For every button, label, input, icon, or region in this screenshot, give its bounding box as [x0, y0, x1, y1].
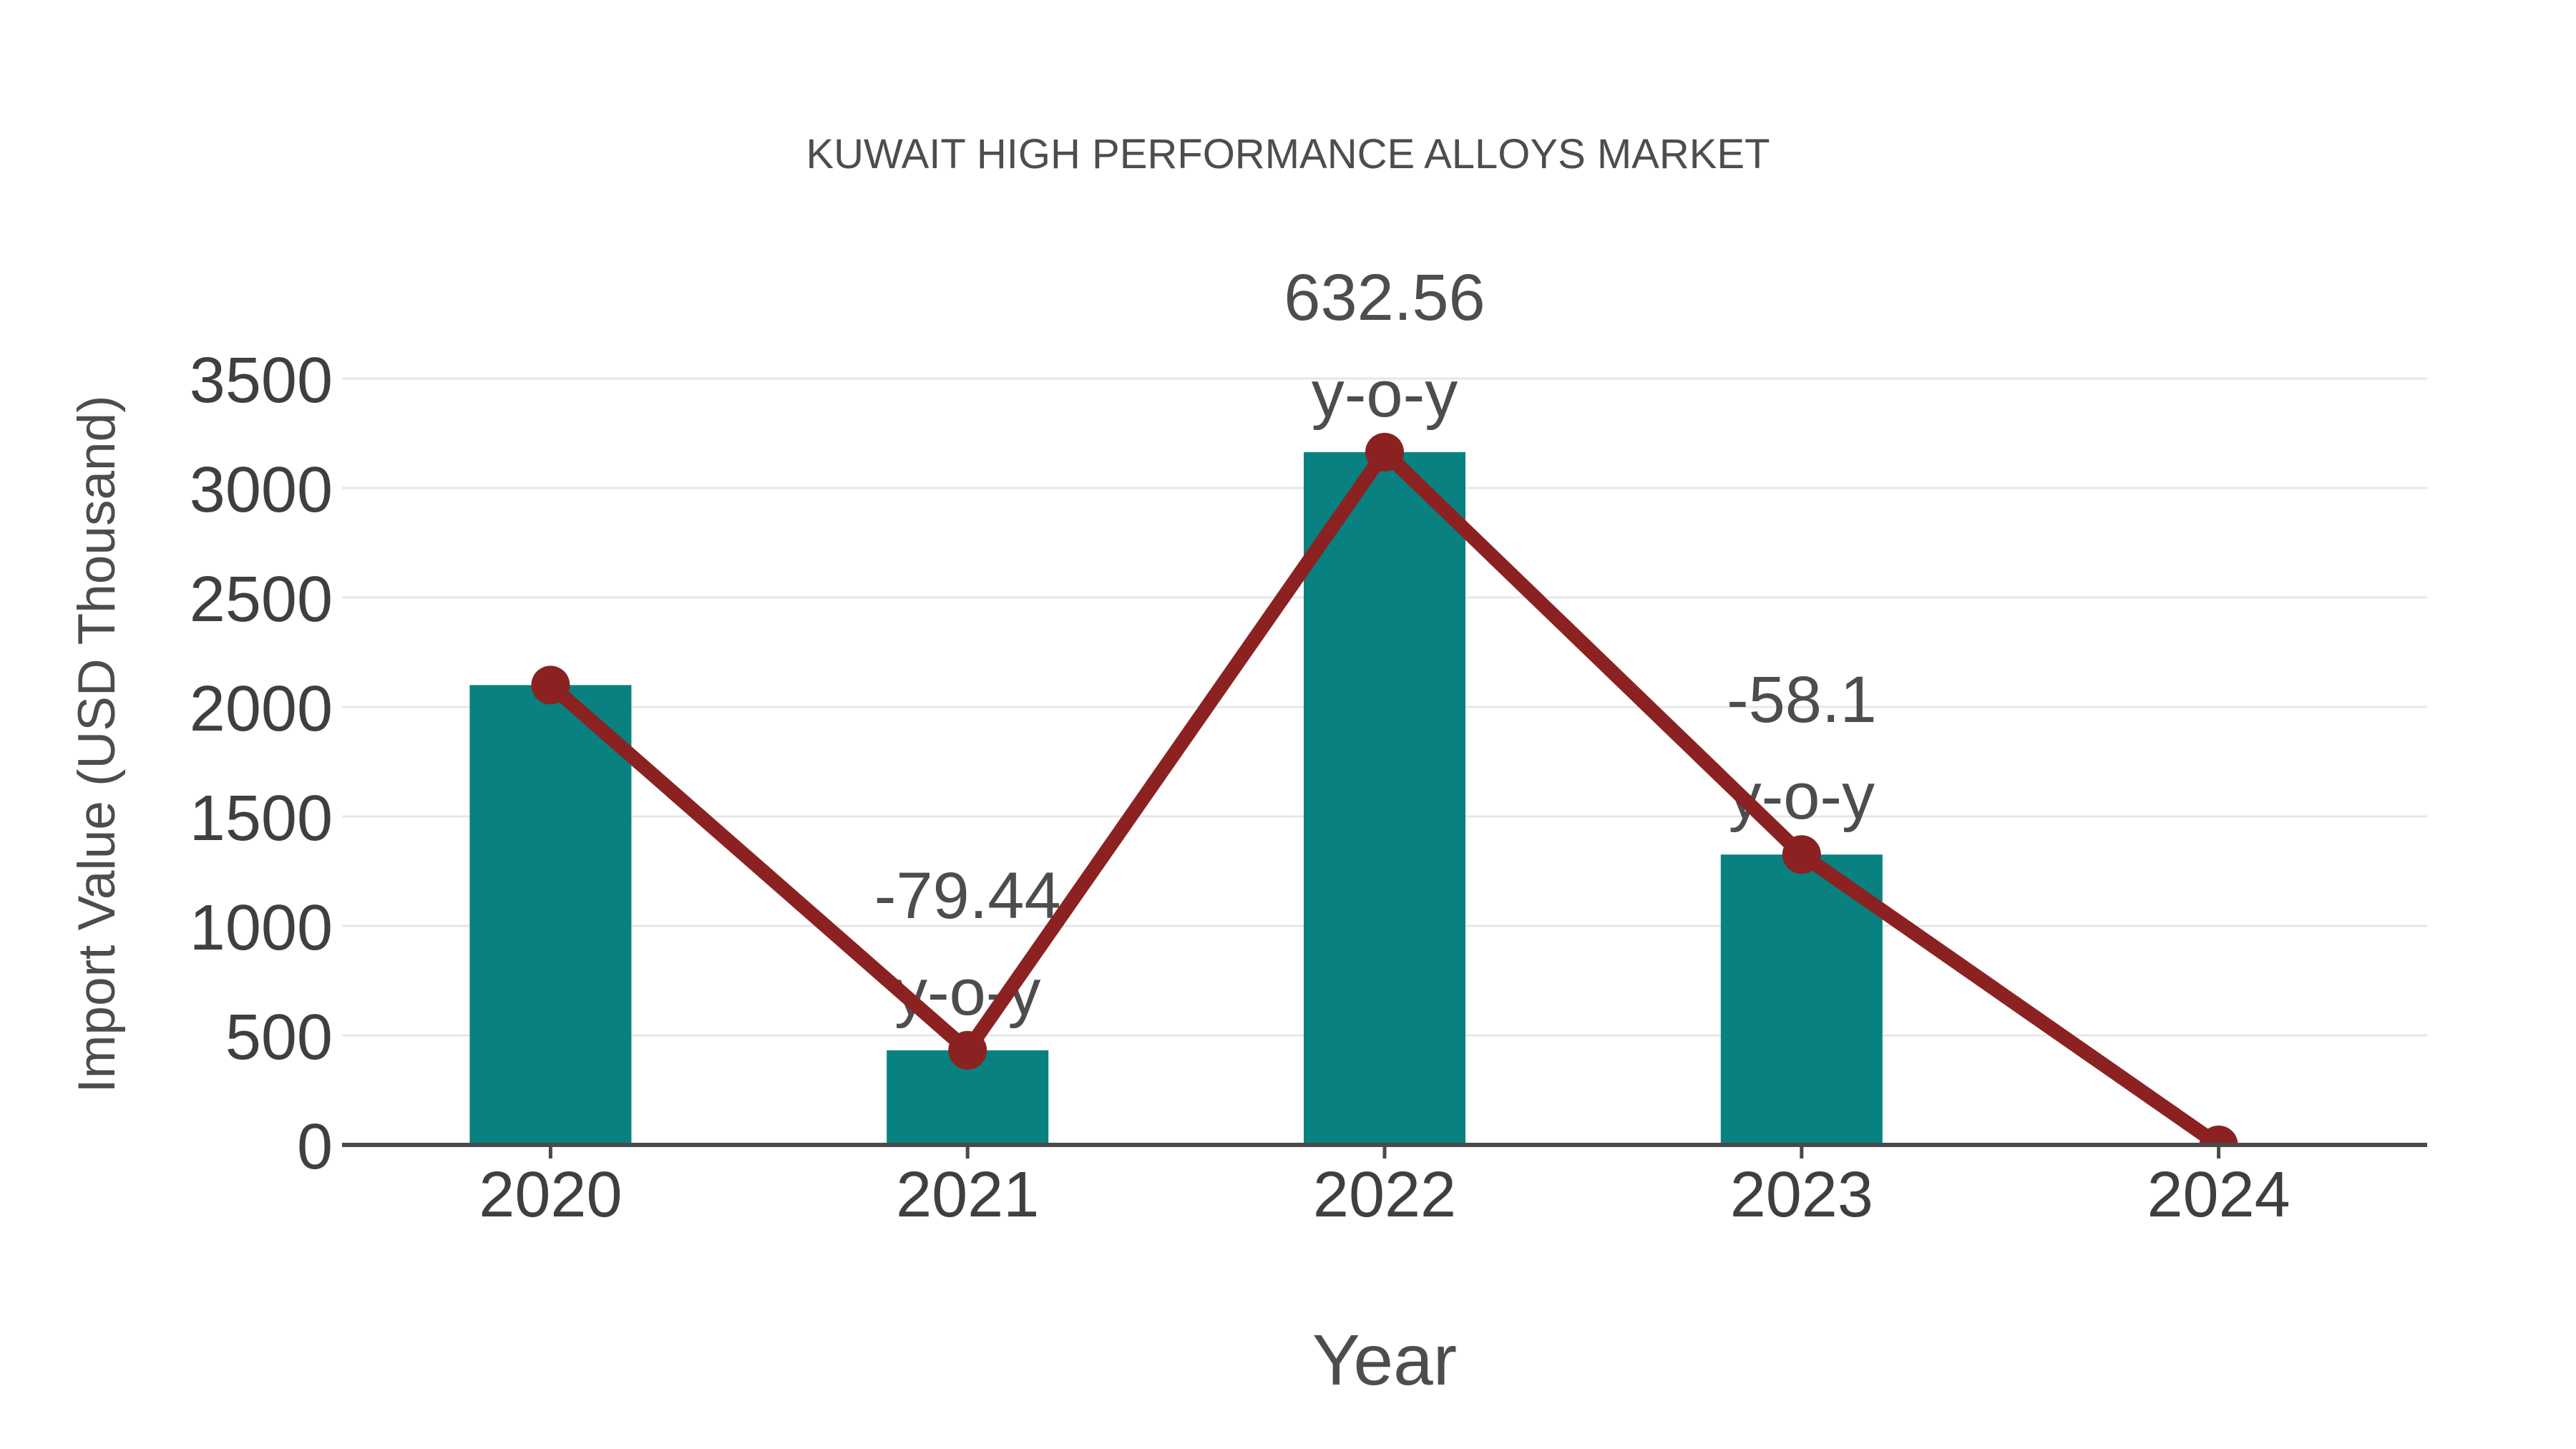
bar-2020 [469, 685, 632, 1145]
y-tick-label-3000: 3000 [190, 454, 333, 526]
x-tick-label-2021: 2021 [896, 1159, 1039, 1231]
y-tick-label-1000: 1000 [190, 892, 333, 964]
trend-point-2023 [1782, 835, 1821, 874]
x-tick-label-2023: 2023 [1730, 1159, 1873, 1231]
y-axis-title: Import Value (USD Thousand) [68, 395, 126, 1093]
x-axis-title: Year [1312, 1320, 1457, 1400]
trend-point-2021 [948, 1030, 987, 1070]
y-tick-label-2500: 2500 [190, 564, 333, 635]
y-axis-tick-labels: 0 500 1000 1500 2000 2500 3000 3500 [190, 345, 333, 1183]
trend-point-2020 [531, 665, 570, 705]
y-tick-label-2000: 2000 [190, 673, 333, 745]
line-series [531, 432, 2238, 1145]
x-axis [342, 1143, 2427, 1158]
chart-title: KUWAIT HIGH PERFORMANCE ALLOYS MARKET [806, 131, 1770, 177]
x-tick-label-2020: 2020 [479, 1159, 622, 1231]
trend-point-2022 [1365, 432, 1404, 472]
y-tick-label-500: 500 [225, 1002, 333, 1073]
trend-point-2024 [2199, 1126, 2238, 1145]
annotation-2023-value: -58.1 [1727, 663, 1877, 736]
x-tick-label-2022: 2022 [1313, 1159, 1456, 1231]
annotation-2022-value: 632.56 [1284, 261, 1485, 334]
bar-2023 [1720, 854, 1883, 1145]
y-tick-label-0: 0 [297, 1111, 333, 1183]
annotation-2021-value: -79.44 [874, 859, 1061, 932]
y-tick-label-1500: 1500 [190, 783, 333, 854]
bar-2022 [1304, 452, 1465, 1145]
x-axis-tick-labels: 2020 2021 2022 2023 2024 [479, 1159, 2290, 1231]
y-tick-label-3500: 3500 [190, 345, 333, 416]
annotation-2023-suffix: y-o-y [1729, 760, 1875, 833]
annotation-2022-suffix: y-o-y [1312, 358, 1458, 431]
x-tick-label-2024: 2024 [2147, 1159, 2290, 1231]
